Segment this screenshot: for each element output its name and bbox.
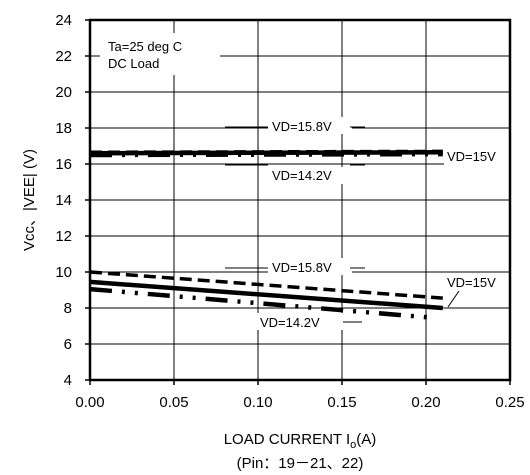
x-tick-label: 0.25 [495, 394, 524, 411]
x-tick-label: 0.10 [243, 394, 272, 411]
y-tick-label: 24 [55, 12, 72, 29]
x-axis-label-unit: (A) [356, 431, 376, 448]
x-tick-label: 0.20 [411, 394, 440, 411]
condition-load: DC Load [108, 56, 159, 71]
y-axis-label: Vcc、|VEE| (V) [21, 149, 38, 251]
x-tick-label: 0.15 [327, 394, 356, 411]
axis-ticks: 0.00 0.05 0.10 0.15 0.20 0.25 4 6 8 10 12 14 16 18 20 2… [55, 12, 524, 411]
x-axis-title: LOAD CURRENT Io(A) (Pin：19－21、22) [224, 431, 377, 472]
label-backdrop [444, 148, 510, 165]
label-lower-vd-14-2: VD=14.2V [260, 315, 320, 330]
label-backdrop [268, 167, 352, 184]
x-axis-label-subscript: o [350, 439, 356, 451]
conditions-box: Ta=25 deg C DC Load [108, 39, 182, 71]
label-upper-vd-14-2: VD=14.2V [272, 168, 332, 183]
y-tick-label: 18 [55, 120, 72, 137]
x-axis-label: LOAD CURRENT I [224, 431, 350, 448]
x-axis-pin-note: (Pin：19－21、22) [237, 455, 364, 472]
label-lower-vd-15-8: VD=15.8V [272, 260, 332, 275]
y-tick-label: 4 [64, 372, 72, 389]
y-tick-label: 6 [64, 336, 72, 353]
label-upper-vd-15: VD=15V [447, 149, 496, 164]
y-tick-label: 10 [55, 264, 72, 281]
y-tick-label: 14 [55, 192, 72, 209]
condition-temperature: Ta=25 deg C [108, 39, 182, 54]
label-backdrop [268, 258, 352, 275]
label-backdrop [100, 33, 220, 75]
series-layer [89, 149, 443, 321]
grid [90, 20, 510, 380]
leader-lower-15 [447, 290, 460, 308]
y-tick-label: 16 [55, 156, 72, 173]
y-tick-label: 12 [55, 228, 72, 245]
svg-text:LOAD CURRENT Io(A): LOAD CURRENT Io(A) [224, 431, 377, 451]
series-line-lower-dash [89, 270, 443, 300]
label-backdrop [256, 313, 344, 330]
label-backdrop [268, 117, 352, 134]
label-leaders [225, 126, 460, 323]
label-upper-vd-15-8: VD=15.8V [272, 119, 332, 134]
y-tick-label: 20 [55, 84, 72, 101]
x-tick-label: 0.00 [75, 394, 104, 411]
label-lower-vd-15: VD=15V [447, 275, 496, 290]
x-tick-label: 0.05 [159, 394, 188, 411]
label-backdrop [444, 274, 510, 291]
series-labels: VD=15.8V VD=15V VD=14.2V VD=15.8V VD=15V… [260, 119, 496, 330]
y-tick-label: 8 [64, 300, 72, 317]
series-line-lower-solid [89, 279, 443, 311]
series-line-upper-dashdot [89, 151, 443, 158]
y-tick-label: 22 [55, 48, 72, 65]
